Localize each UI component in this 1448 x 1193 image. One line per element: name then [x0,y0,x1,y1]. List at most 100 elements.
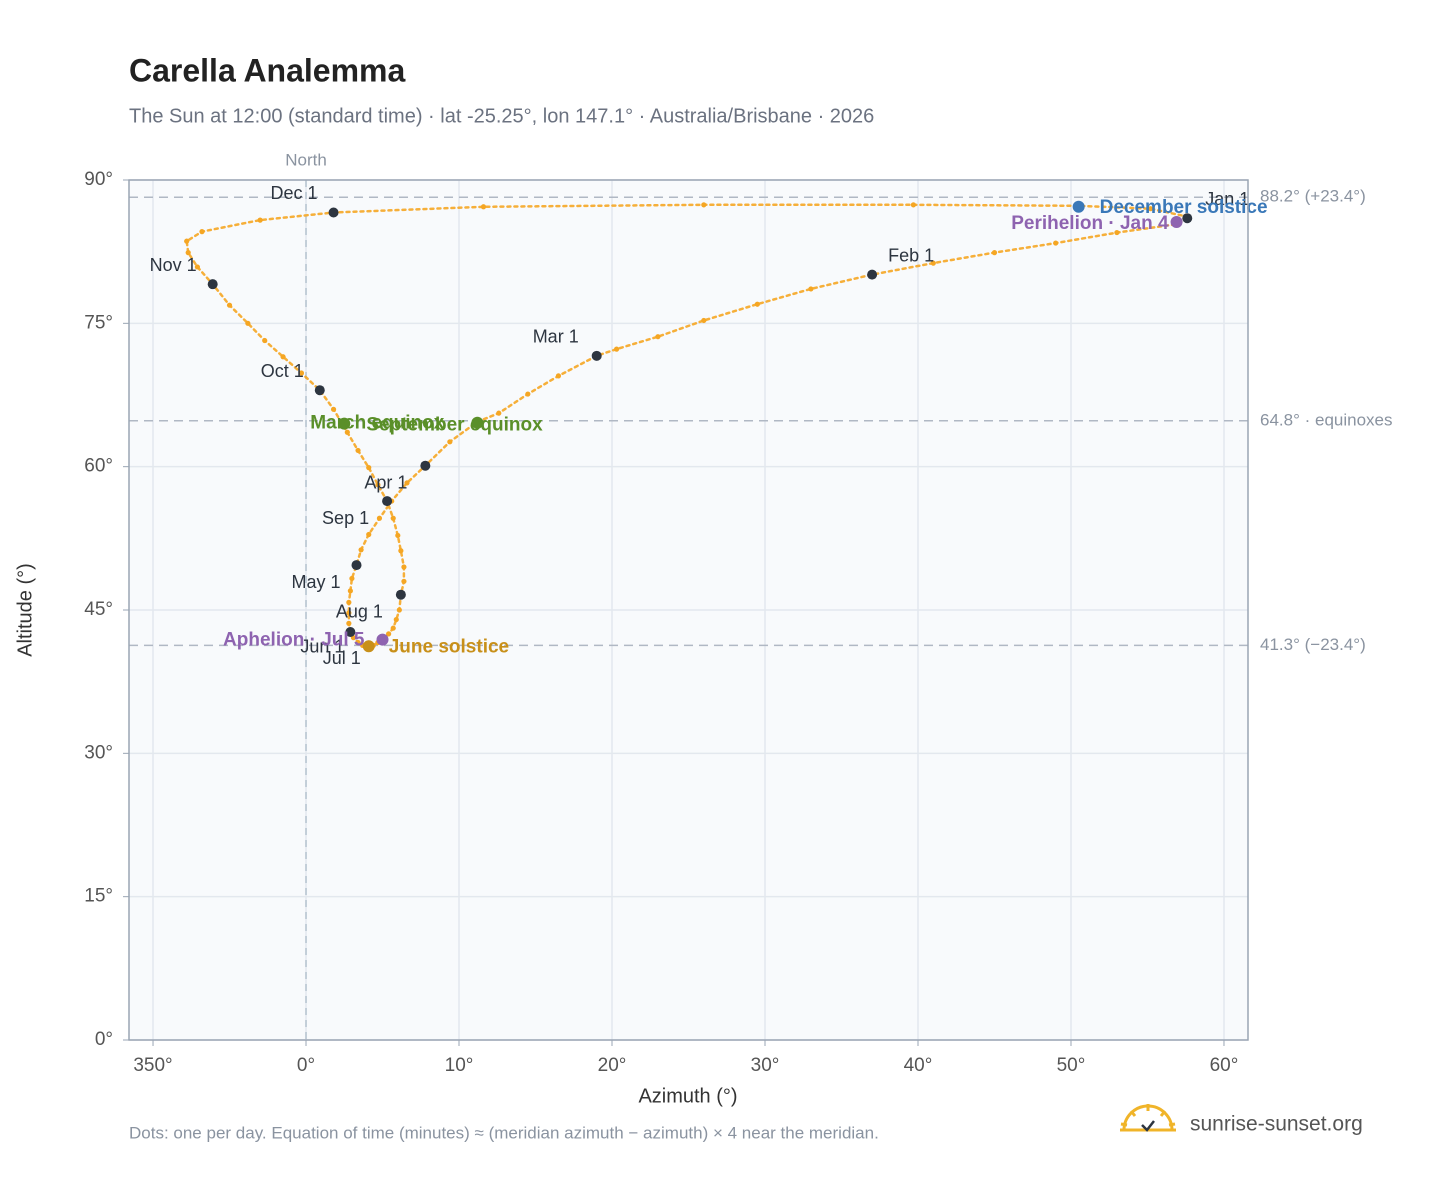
daily-dot [447,439,453,445]
daily-dot [245,320,251,326]
month-label: Apr 1 [364,472,407,492]
daily-dot [355,447,361,454]
month-marker [1182,213,1193,224]
month-label: Jun 1 [300,637,344,657]
reference-label: 64.8° · equinoxes [1260,410,1393,429]
month-marker [591,350,602,361]
y-tick-label: 15° [84,886,113,907]
chart-title: Carella Analemma [129,52,405,88]
x-tick-label: 0° [297,1055,315,1076]
daily-dot [366,465,372,471]
event-marker [362,640,375,653]
month-marker [395,589,406,600]
daily-dot [991,250,998,256]
month-label: Nov 1 [150,255,197,275]
daily-dot [555,373,562,379]
daily-dot [754,301,760,307]
event-marker [338,417,351,430]
y-tick-label: 45° [84,599,113,620]
daily-dot [701,317,707,324]
daily-dot [655,334,661,340]
daily-dot [496,410,502,416]
daily-dot [185,250,191,256]
event-marker [1072,200,1085,213]
month-marker [420,460,431,471]
reference-label: 41.3° (−23.4°) [1260,635,1366,654]
daily-dot [1114,229,1120,236]
month-label: Oct 1 [261,361,304,381]
month-marker [207,279,218,290]
event-label: Aphelion · Jul 5 [223,630,365,651]
brand: sunrise-sunset.org [1190,1113,1363,1136]
daily-dot [347,588,353,594]
event-marker [471,416,484,429]
daily-dot [358,547,364,553]
x-tick-label: 30° [751,1055,780,1076]
month-marker [867,269,878,280]
daily-dot [349,575,355,582]
meridian-label: North [285,150,327,169]
month-marker [382,496,393,507]
month-label: Mar 1 [533,327,579,347]
y-tick-label: 90° [84,169,113,190]
daily-dot [1053,240,1059,246]
daily-dot [194,264,200,270]
event-label: March equinox [310,413,445,434]
month-label: May 1 [291,572,340,592]
event-label: Perihelion · Jan 4 [1011,213,1169,234]
x-tick-label: 20° [598,1055,627,1076]
month-label: Jul 1 [323,648,361,668]
daily-dot [401,564,407,570]
month-marker [351,560,362,571]
month-label: Dec 1 [271,183,318,203]
event-label: September equinox [366,415,543,436]
daily-dot [257,217,263,223]
daily-dot [525,391,531,397]
daily-dot [401,578,407,584]
reference-label: 88.2° (+23.4°) [1260,187,1366,206]
daily-dot [701,202,707,208]
daily-dot [398,548,404,554]
daily-dot [613,346,620,352]
daily-dot [404,480,410,486]
event-marker [1170,216,1183,229]
daily-dot [395,532,401,539]
brand-logo [1120,1104,1176,1132]
month-label: Sep 1 [322,508,369,528]
month-marker [328,207,339,218]
daily-dot [480,204,487,210]
daily-dot [366,531,372,538]
daily-dot [280,354,286,360]
daily-dot [930,260,936,266]
x-tick-label: 10° [445,1055,474,1076]
plot-frame [128,179,1249,1041]
daily-dot [910,202,917,208]
daily-dot [376,515,383,521]
month-marker [314,385,325,396]
month-label: Feb 1 [888,245,934,265]
month-label: Jan 1 [1205,189,1249,209]
daily-dot [184,238,190,244]
x-tick-label: 60° [1210,1055,1239,1076]
footnote: Dots: one per day. Equation of time (min… [129,1123,879,1142]
y-tick-label: 60° [84,456,113,477]
daily-dot [396,607,402,613]
y-tick-label: 0° [95,1029,113,1050]
daily-dot [346,620,352,626]
y-tick-label: 75° [84,312,113,333]
daily-dot [226,302,233,308]
y-tick-label: 30° [84,742,113,763]
event-label: June solstice [389,636,509,657]
chart-subtitle: The Sun at 12:00 (standard time) · lat -… [129,105,874,127]
daily-dot [1147,206,1154,212]
daily-dot [393,616,399,623]
x-tick-label: 350° [133,1055,172,1076]
daily-dot [808,286,814,292]
daily-dot [390,625,396,631]
daily-dot [199,229,205,235]
daily-dot [330,406,337,412]
x-tick-label: 40° [904,1055,933,1076]
daily-dot [355,639,361,646]
daily-dot [346,599,352,605]
